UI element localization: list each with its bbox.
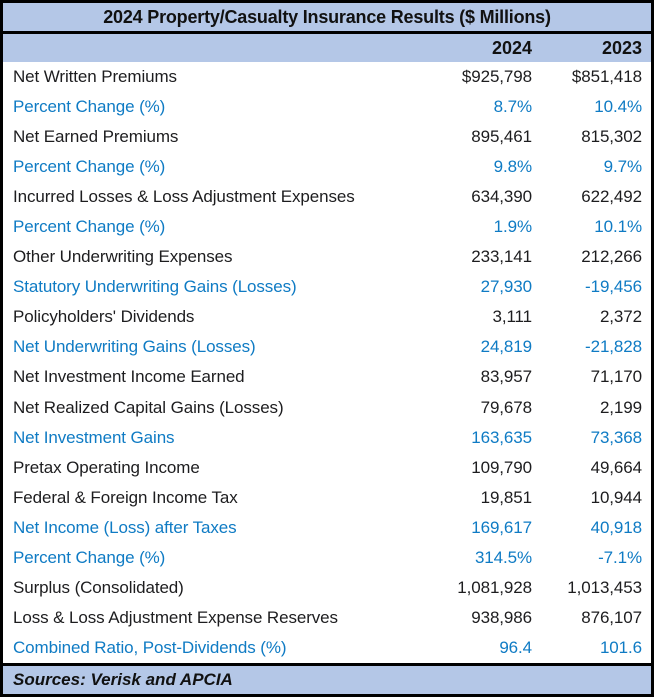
value-2024: 314.5% (474, 547, 532, 567)
value-2024: 938,986 (471, 607, 532, 627)
value-2024: 1,081,928 (457, 577, 532, 597)
value-2023: 71,170 (590, 367, 643, 387)
table-row: Net Written Premiums $925,798 $851,418 (3, 62, 651, 92)
header-col-2023: 2023 (601, 37, 642, 58)
row-label: Pretax Operating Income (13, 457, 200, 477)
row-label: Other Underwriting Expenses (13, 247, 233, 267)
value-2024: $925,798 (461, 67, 532, 87)
value-2024: 233,141 (471, 247, 532, 267)
value-2023: 101.6 (599, 637, 642, 657)
row-label: Loss & Loss Adjustment Expense Reserves (13, 607, 338, 627)
value-2024: 79,678 (480, 397, 533, 417)
table-row: Percent Change (%) 8.7% 10.4% (3, 92, 651, 122)
row-label: Net Written Premiums (13, 67, 177, 87)
value-2024: 19,851 (480, 487, 533, 507)
table-row: Statutory Underwriting Gains (Losses) 27,… (3, 272, 651, 302)
value-2024: 83,957 (480, 367, 533, 387)
value-2024: 96.4 (499, 637, 532, 657)
value-2023: 10.1% (594, 217, 642, 237)
value-2024: 169,617 (471, 517, 532, 537)
value-2024: 109,790 (471, 457, 532, 477)
value-2024: 1.9% (493, 217, 532, 237)
value-2024: 895,461 (471, 127, 532, 147)
table-row: Net Earned Premiums 895,461 815,302 (3, 122, 651, 152)
table-header-row: 2024 2023 (3, 34, 651, 62)
value-2023: 2,372 (599, 307, 642, 327)
row-label: Net Realized Capital Gains (Losses) (13, 397, 284, 417)
sources-footer: Sources: Verisk and APCIA (3, 663, 651, 694)
value-2023: 622,492 (581, 187, 642, 207)
value-2023: 40,918 (590, 517, 643, 537)
value-2023: -21,828 (585, 337, 642, 357)
value-2024: 163,635 (471, 427, 532, 447)
table-row: Percent Change (%) 314.5% -7.1% (3, 543, 651, 573)
value-2023: 10,944 (590, 487, 643, 507)
value-2024: 8.7% (493, 97, 532, 117)
table-title: 2024 Property/Casualty Insurance Results… (3, 3, 651, 34)
value-2023: 876,107 (581, 607, 642, 627)
value-2023: 212,266 (581, 247, 642, 267)
row-label: Net Investment Income Earned (13, 367, 245, 387)
table-row: Net Income (Loss) after Taxes 169,617 40,9… (3, 513, 651, 543)
row-label: Percent Change (%) (13, 97, 166, 117)
row-label: Percent Change (%) (13, 547, 166, 567)
row-label: Percent Change (%) (13, 157, 166, 177)
table-row: Combined Ratio, Post-Dividends (%) 96.4 10… (3, 633, 651, 663)
table-row: Incurred Losses & Loss Adjustment Expens… (3, 182, 651, 212)
row-label: Net Income (Loss) after Taxes (13, 517, 237, 537)
row-label: Percent Change (%) (13, 217, 166, 237)
value-2023: -7.1% (598, 547, 642, 567)
row-label: Policyholders' Dividends (13, 307, 195, 327)
value-2023: 9.7% (603, 157, 642, 177)
value-2023: -19,456 (585, 277, 642, 297)
row-label: Incurred Losses & Loss Adjustment Expens… (13, 187, 355, 207)
table-row: Net Realized Capital Gains (Losses) 79,67… (3, 393, 651, 423)
value-2023: 815,302 (581, 127, 642, 147)
table-row: Pretax Operating Income 109,790 49,664 (3, 453, 651, 483)
table-row: Net Underwriting Gains (Losses) 24,819 -21… (3, 332, 651, 362)
row-label: Net Investment Gains (13, 427, 175, 447)
table-body: Net Written Premiums $925,798 $851,418 Perc… (3, 62, 651, 663)
table-row: Net Investment Income Earned 83,957 71,170 (3, 362, 651, 392)
row-label: Statutory Underwriting Gains (Losses) (13, 277, 297, 297)
row-label: Net Earned Premiums (13, 127, 179, 147)
table-row: Percent Change (%) 1.9% 10.1% (3, 212, 651, 242)
value-2023: 1,013,453 (567, 577, 642, 597)
table-row: Other Underwriting Expenses 233,141 212,26… (3, 242, 651, 272)
value-2024: 24,819 (480, 337, 533, 357)
value-2023: 73,368 (590, 427, 643, 447)
row-label: Combined Ratio, Post-Dividends (%) (13, 637, 287, 657)
table-row: Percent Change (%) 9.8% 9.7% (3, 152, 651, 182)
value-2023: $851,418 (571, 67, 642, 87)
value-2023: 2,199 (599, 397, 642, 417)
table-row: Policyholders' Dividends 3,111 2,372 (3, 302, 651, 332)
value-2023: 49,664 (590, 457, 643, 477)
value-2024: 3,111 (492, 307, 532, 327)
header-col-2024: 2024 (491, 37, 532, 58)
row-label: Federal & Foreign Income Tax (13, 487, 238, 507)
row-label: Surplus (Consolidated) (13, 577, 184, 597)
value-2023: 10.4% (594, 97, 642, 117)
table-row: Net Investment Gains 163,635 73,368 (3, 423, 651, 453)
table-row: Surplus (Consolidated) 1,081,928 1,013,453 (3, 573, 651, 603)
value-2024: 9.8% (493, 157, 532, 177)
table-row: Loss & Loss Adjustment Expense Reserves 9… (3, 603, 651, 633)
row-label: Net Underwriting Gains (Losses) (13, 337, 256, 357)
value-2024: 634,390 (471, 187, 532, 207)
value-2024: 27,930 (480, 277, 533, 297)
table-row: Federal & Foreign Income Tax 19,851 10,944 (3, 483, 651, 513)
